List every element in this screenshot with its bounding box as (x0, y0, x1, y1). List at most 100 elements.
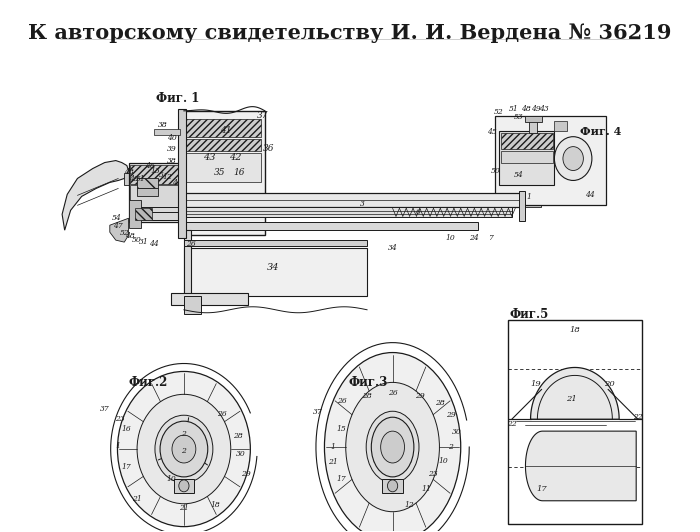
Text: 23: 23 (428, 470, 438, 478)
Text: 29: 29 (415, 392, 425, 400)
Bar (186, 119, 261, 137)
Text: 12: 12 (405, 501, 414, 509)
Text: 24: 24 (468, 234, 478, 242)
Text: 19: 19 (531, 380, 541, 388)
Text: 42: 42 (229, 153, 241, 162)
Text: Фиг.5: Фиг.5 (510, 308, 549, 321)
Circle shape (160, 421, 208, 477)
Ellipse shape (324, 353, 461, 532)
Text: 15: 15 (337, 425, 346, 433)
Ellipse shape (346, 383, 440, 512)
Text: 37: 37 (256, 111, 268, 120)
Text: 17: 17 (337, 475, 346, 483)
Text: 48: 48 (125, 232, 135, 240)
Bar (180, 193, 520, 207)
Text: 48: 48 (124, 169, 134, 177)
Bar (529, 119, 538, 132)
Text: Фиг. 4: Фиг. 4 (580, 126, 622, 137)
Ellipse shape (381, 431, 405, 463)
Text: 28: 28 (435, 400, 444, 408)
Text: 10: 10 (446, 234, 456, 242)
Text: 6: 6 (416, 209, 421, 217)
Text: 22: 22 (633, 413, 643, 421)
Bar (526, 201, 541, 207)
Text: 40: 40 (167, 134, 177, 142)
Text: 28: 28 (232, 432, 242, 440)
Ellipse shape (371, 417, 414, 477)
Bar (137, 188, 158, 196)
Text: 37: 37 (100, 405, 110, 413)
Bar (130, 164, 180, 185)
Text: 18: 18 (570, 326, 580, 334)
Text: 12: 12 (163, 173, 173, 181)
Text: 7: 7 (488, 234, 493, 242)
Text: 54: 54 (514, 171, 524, 179)
Text: Фиг.3: Фиг.3 (349, 376, 388, 389)
Bar (184, 248, 367, 296)
Text: 1: 1 (526, 193, 531, 201)
Text: 38: 38 (167, 156, 177, 164)
Text: 52: 52 (494, 108, 504, 116)
Text: 52: 52 (120, 229, 130, 237)
Text: 38: 38 (158, 121, 167, 129)
Text: 22: 22 (507, 420, 517, 428)
Text: 44: 44 (585, 192, 595, 200)
Text: 23: 23 (116, 415, 125, 423)
Bar (184, 230, 190, 295)
Circle shape (388, 480, 398, 492)
Bar (135, 209, 153, 220)
Text: 10: 10 (439, 457, 449, 465)
Text: 5: 5 (158, 171, 163, 179)
Text: К авторскому свидетельству И. И. Вердена № 36219: К авторскому свидетельству И. И. Вердена… (28, 23, 672, 43)
Text: 17: 17 (122, 463, 132, 471)
Text: 41: 41 (220, 126, 232, 135)
Circle shape (155, 415, 213, 483)
Polygon shape (526, 431, 636, 501)
Text: 53: 53 (514, 113, 524, 121)
Text: 1: 1 (116, 442, 121, 450)
Text: 34: 34 (267, 263, 279, 272)
Text: 50: 50 (491, 167, 500, 174)
Text: 21: 21 (132, 495, 142, 503)
Circle shape (172, 435, 196, 463)
Bar (154, 129, 180, 135)
Bar (524, 116, 542, 122)
Text: 51: 51 (509, 105, 519, 113)
Text: 11: 11 (422, 485, 431, 493)
Text: 26: 26 (218, 410, 227, 418)
Polygon shape (110, 218, 129, 242)
Ellipse shape (366, 411, 419, 483)
Bar (125, 173, 131, 186)
Text: 34: 34 (388, 244, 398, 252)
Bar (519, 192, 526, 221)
Bar (382, 479, 402, 493)
Text: 28: 28 (362, 392, 372, 400)
Text: 51: 51 (136, 176, 146, 184)
Text: 39: 39 (167, 145, 177, 153)
Text: 30: 30 (236, 450, 246, 458)
Text: 35: 35 (214, 168, 225, 177)
Text: 43: 43 (539, 105, 549, 113)
Text: 16: 16 (234, 168, 245, 177)
Text: 47: 47 (113, 222, 123, 230)
Bar (129, 163, 181, 222)
Text: 29: 29 (446, 411, 456, 419)
Text: 21: 21 (179, 504, 189, 512)
Text: 31: 31 (139, 238, 149, 246)
Bar (499, 131, 554, 186)
Text: 18: 18 (211, 501, 220, 509)
Bar (495, 116, 606, 205)
Bar (500, 151, 553, 163)
Bar (174, 479, 194, 493)
Bar (184, 240, 367, 246)
Text: 2: 2 (448, 443, 453, 451)
Text: 21: 21 (328, 458, 338, 466)
Text: 43: 43 (203, 153, 216, 162)
Text: 4: 4 (172, 179, 177, 187)
Circle shape (563, 147, 583, 170)
Bar (180, 207, 512, 217)
Bar (554, 121, 567, 131)
Text: 49: 49 (129, 176, 139, 184)
Text: 49: 49 (531, 105, 540, 113)
Bar (508, 320, 642, 523)
